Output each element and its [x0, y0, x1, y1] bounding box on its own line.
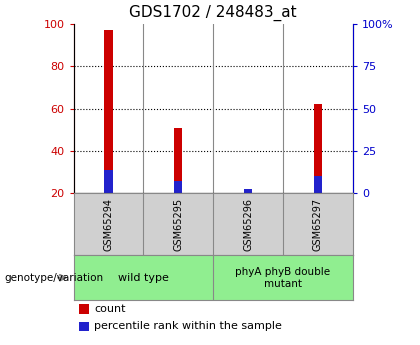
Bar	[104, 170, 113, 193]
Bar	[314, 105, 322, 193]
Bar	[314, 176, 322, 193]
Bar	[104, 30, 113, 193]
Bar	[79, 322, 89, 331]
Bar	[244, 189, 252, 193]
Text: phyA phyB double
mutant: phyA phyB double mutant	[236, 267, 331, 288]
Bar	[174, 180, 182, 193]
Text: GSM65295: GSM65295	[173, 198, 183, 251]
Text: genotype/variation: genotype/variation	[4, 273, 103, 283]
Bar	[244, 189, 252, 193]
Title: GDS1702 / 248483_at: GDS1702 / 248483_at	[129, 5, 297, 21]
Bar	[79, 304, 89, 314]
Text: GSM65294: GSM65294	[103, 198, 113, 251]
Text: percentile rank within the sample: percentile rank within the sample	[94, 322, 282, 331]
Bar	[174, 128, 182, 193]
Text: GSM65297: GSM65297	[313, 198, 323, 251]
Text: wild type: wild type	[118, 273, 169, 283]
Text: GSM65296: GSM65296	[243, 198, 253, 251]
Text: count: count	[94, 304, 126, 314]
